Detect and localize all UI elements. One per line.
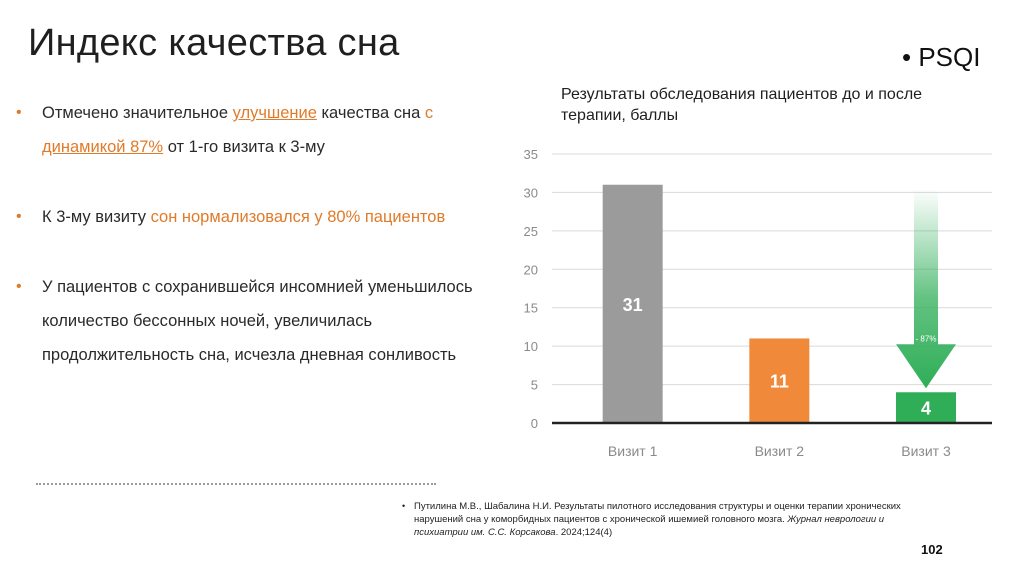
finding-highlight: динамикой 87% (42, 138, 164, 156)
finding-item: • К 3-му визиту сон нормализовался у 80%… (16, 200, 476, 234)
y-tick-label: 15 (524, 301, 538, 316)
reference-journal: Журнал неврологии и психиатрии им. С.С. … (414, 514, 885, 538)
page-number: 102 (921, 542, 943, 557)
y-tick-label: 5 (531, 378, 538, 393)
y-tick-label: 10 (524, 339, 538, 354)
decrease-arrow (896, 188, 956, 389)
finding-text: от 1-го визита к 3-му (163, 138, 325, 156)
dotted-separator (36, 483, 436, 485)
finding-text: К 3-му визиту (42, 208, 151, 226)
reference: • Путилина М.В., Шабалина Н.И. Результат… (402, 500, 902, 539)
x-tick-label: Визит 1 (608, 443, 658, 459)
data-label: 31 (623, 295, 643, 315)
psqi-text: PSQI (918, 42, 981, 72)
finding-text: У пациентов с сохранившейся инсомнией ум… (42, 278, 473, 364)
x-tick-label: Визит 3 (901, 443, 951, 459)
y-tick-label: 0 (531, 416, 538, 431)
finding-text: качества сна (316, 104, 425, 122)
bar (602, 184, 663, 423)
data-label: 11 (770, 372, 789, 392)
data-label: 4 (921, 399, 931, 419)
x-tick-label: Визит 2 (755, 443, 805, 459)
bullet-dot: • (16, 208, 22, 225)
y-tick-label: 25 (524, 224, 538, 239)
slide-title: Индекс качества сна (28, 22, 400, 64)
bar (749, 338, 810, 423)
bullet-dot: • (16, 104, 22, 121)
reference-bullet: • (402, 501, 406, 511)
finding-item: • У пациентов с сохранившейся инсомнией … (16, 270, 476, 372)
decrease-annotation-label: - 87% (916, 334, 937, 343)
y-tick-label: 35 (524, 147, 538, 162)
finding-highlight: с (424, 104, 434, 122)
bar (896, 392, 956, 423)
reference-authors: Путилина М.В., Шабалина Н.И. Результаты … (414, 501, 901, 525)
finding-highlight: улучшение (232, 104, 317, 122)
finding-text: Отмечено значительное (42, 104, 233, 122)
reference-text: Путилина М.В., Шабалина Н.И. Результаты … (414, 500, 902, 539)
psqi-bar-chart: 0 5 10 15 20 25 30 35 31 Визит 1 11 Визит 2 4 Визит 3… (524, 147, 992, 459)
findings-list: • Отмечено значительное улучшение качест… (16, 96, 476, 408)
reference-details: . 2024;124(4) (555, 527, 613, 538)
y-tick-label: 20 (524, 262, 538, 277)
psqi-bullet: • (902, 42, 912, 72)
finding-highlight: сон нормализовался у 80% пациентов (150, 208, 446, 226)
y-tick-label: 30 (524, 185, 538, 200)
psqi-label: • PSQI (902, 42, 980, 73)
chart-title: Результаты обследования пациентов до и п… (561, 86, 923, 124)
finding-item: • Отмечено значительное улучшение качест… (16, 96, 476, 164)
bullet-dot: • (16, 278, 22, 295)
